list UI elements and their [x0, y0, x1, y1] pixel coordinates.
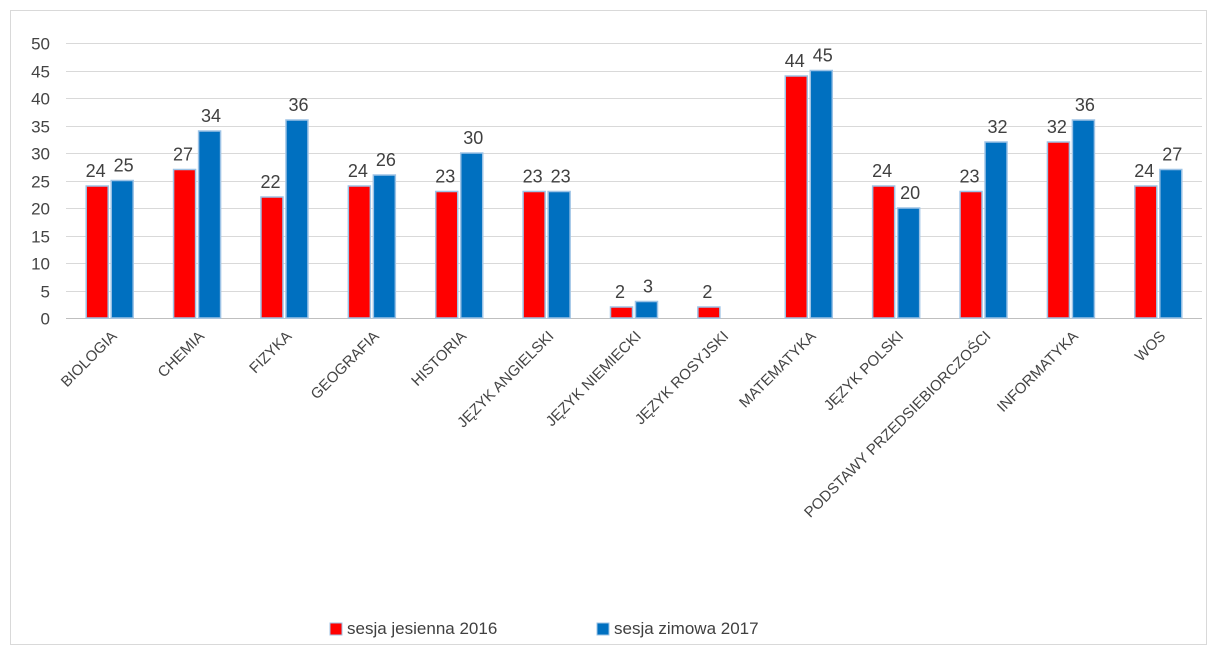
- y-tick-label: 15: [31, 228, 50, 247]
- bar-jesienna-2016: [85, 185, 109, 319]
- data-label: 2: [615, 282, 625, 302]
- data-label: 24: [348, 161, 368, 181]
- bar-zimowa-2017: [197, 130, 222, 319]
- y-axis-ticks: 0 5 10 15 20 25 30 35 40 45 50: [31, 35, 50, 329]
- data-label: 20: [900, 183, 920, 203]
- y-tick-label: 10: [31, 255, 50, 274]
- bar-zimowa-2017: [459, 152, 484, 319]
- data-label: 27: [173, 145, 193, 165]
- bar-jesienna-2016: [697, 306, 721, 319]
- y-tick-label: 5: [41, 283, 50, 302]
- data-label: 36: [288, 95, 308, 115]
- bar-zimowa-2017: [634, 300, 659, 319]
- bars: [85, 69, 1183, 319]
- y-tick-label: 20: [31, 200, 50, 219]
- bar-jesienna-2016: [172, 168, 197, 319]
- data-label: 2: [702, 282, 712, 302]
- data-label: 32: [988, 117, 1008, 137]
- bar-zimowa-2017: [896, 207, 921, 319]
- bar-zimowa-2017: [547, 190, 571, 319]
- data-label: 24: [872, 161, 892, 181]
- bar-jesienna-2016: [434, 190, 459, 319]
- data-label: 32: [1047, 117, 1067, 137]
- data-label: 3: [643, 277, 653, 297]
- bar-zimowa-2017: [984, 141, 1008, 319]
- bar-jesienna-2016: [1134, 185, 1158, 319]
- data-label: 25: [114, 156, 134, 176]
- gridlines: [66, 43, 1202, 319]
- bar-zimowa-2017: [110, 179, 134, 319]
- bar-jesienna-2016: [959, 190, 983, 319]
- data-label: 45: [813, 46, 833, 66]
- legend-label: sesja zimowa 2017: [614, 619, 759, 638]
- data-label: 26: [376, 150, 396, 170]
- bar-zimowa-2017: [372, 174, 397, 319]
- bar-jesienna-2016: [1046, 141, 1071, 319]
- data-label: 27: [1162, 145, 1182, 165]
- bar-jesienna-2016: [871, 185, 896, 319]
- legend-swatch: [329, 622, 343, 636]
- data-label: 24: [86, 161, 106, 181]
- bar-zimowa-2017: [1159, 168, 1183, 319]
- data-label: 23: [960, 167, 980, 187]
- bar-jesienna-2016: [347, 185, 372, 319]
- y-tick-label: 35: [31, 118, 50, 137]
- bar-jesienna-2016: [784, 75, 809, 319]
- bar-zimowa-2017: [1071, 119, 1096, 319]
- data-label: 23: [523, 167, 543, 187]
- data-label: 36: [1075, 95, 1095, 115]
- bar-zimowa-2017: [809, 69, 834, 319]
- bar-jesienna-2016: [609, 306, 634, 319]
- data-label: 23: [435, 167, 455, 187]
- y-tick-label: 0: [41, 310, 50, 329]
- bar-zimowa-2017: [285, 119, 309, 319]
- bar-jesienna-2016: [522, 190, 546, 319]
- legend-swatch: [596, 622, 610, 636]
- legend: sesja jesienna 2016 sesja zimowa 2017: [329, 619, 759, 638]
- data-label: 30: [463, 128, 483, 148]
- legend-label: sesja jesienna 2016: [347, 619, 497, 638]
- data-label: 22: [260, 172, 280, 192]
- data-label: 24: [1134, 161, 1154, 181]
- data-label: 23: [551, 167, 571, 187]
- y-tick-label: 40: [31, 90, 50, 109]
- data-label: 44: [785, 51, 805, 71]
- y-tick-label: 45: [31, 63, 50, 82]
- y-tick-label: 50: [31, 35, 50, 54]
- y-tick-label: 25: [31, 173, 50, 192]
- chart-border: [10, 10, 1207, 645]
- y-tick-label: 30: [31, 145, 50, 164]
- bar-jesienna-2016: [260, 196, 284, 319]
- data-label: 34: [201, 106, 221, 126]
